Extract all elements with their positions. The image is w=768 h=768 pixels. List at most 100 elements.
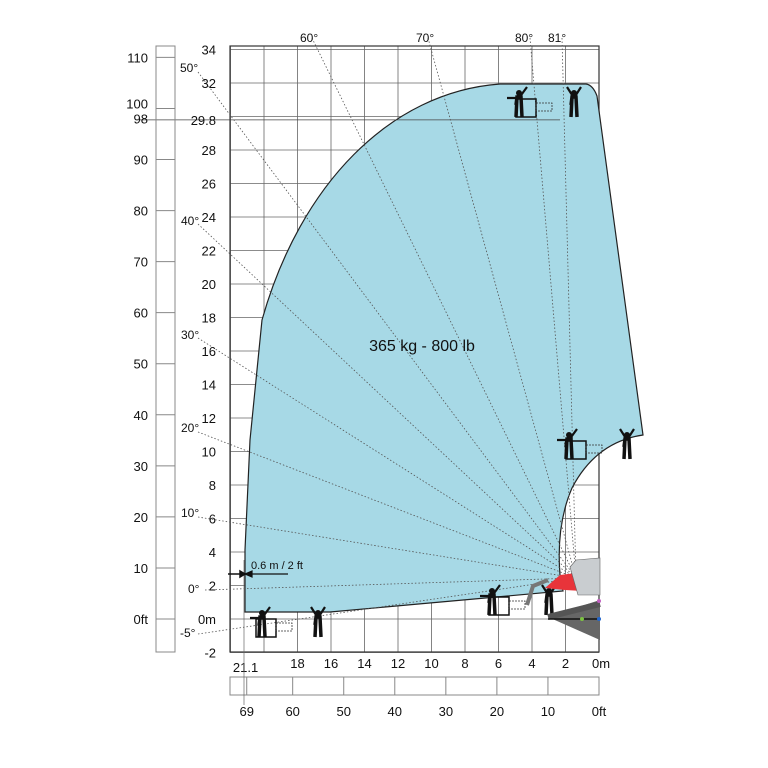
person-arms-icon <box>507 86 528 100</box>
offset-arrow-left <box>228 569 247 579</box>
angle-label: 0° <box>188 582 200 596</box>
person-arms-icon <box>250 606 271 620</box>
y-axis-ft-tick-label: 10 <box>134 561 148 576</box>
y-axis-ft-tick-label: 90 <box>134 153 148 168</box>
ft-scale-bar-bottom <box>229 676 600 696</box>
y-axis-ft-tick-label: 0ft <box>134 612 149 627</box>
angle-label: 81° <box>548 31 566 45</box>
y-axis-m-tick-label: 24 <box>202 210 216 225</box>
x-axis-ft-tick-label: 40 <box>388 704 402 719</box>
load-capacity-label: 365 kg - 800 lb <box>369 338 475 355</box>
angle-line <box>197 516 577 579</box>
angle-label: -5° <box>180 626 196 640</box>
angle-line <box>529 37 577 579</box>
person-arms-icon <box>566 86 582 99</box>
load-envelope <box>244 83 644 613</box>
y-axis-m-tick-label: 18 <box>202 311 216 326</box>
person-arms-icon <box>310 606 326 619</box>
platform-mount-icon <box>508 600 526 610</box>
y-axis-m-tick-label: 0m <box>198 612 216 627</box>
person-icon <box>544 593 554 616</box>
angle-line <box>204 577 577 591</box>
angle-label: 10° <box>181 506 199 520</box>
x-axis-ft-tick-label: 0ft <box>592 704 607 719</box>
ft-scale-bar <box>155 45 176 653</box>
y-axis-m-tick-label: 10 <box>202 445 216 460</box>
y-axis-ft-tick-label: 50 <box>134 357 148 372</box>
angle-line <box>197 431 577 579</box>
offset-dimension-label: 0.6 m / 2 ft <box>251 560 303 572</box>
angle-line <box>197 223 577 579</box>
y-axis-m-tick-label: 29.8 <box>191 113 216 128</box>
y-axis-m-tick-label: 32 <box>202 76 216 91</box>
x-axis-m-tick-label: 10 <box>424 656 438 671</box>
y-axis-ft-tick-label: 30 <box>134 459 148 474</box>
platform-mount-icon <box>535 102 553 112</box>
angle-line <box>197 71 577 579</box>
x-axis-m-tick-label: 16 <box>324 656 338 671</box>
platform-basket-icon <box>488 596 510 616</box>
y-axis-m-tick-label: 4 <box>209 545 216 560</box>
angle-label: 80° <box>515 31 533 45</box>
angle-line <box>197 337 577 579</box>
y-axis-m-tick-label: 22 <box>202 244 216 259</box>
y-axis-m-tick-label: 26 <box>202 177 216 192</box>
angle-label: 30° <box>181 328 199 342</box>
person-arms-icon <box>480 584 501 598</box>
angle-label: 60° <box>300 31 318 45</box>
angle-line <box>311 37 577 579</box>
y-axis-m-tick-label: 12 <box>202 411 216 426</box>
ground-marker <box>597 617 601 621</box>
machine-track-icon <box>547 601 601 620</box>
y-axis-m-tick-label: 14 <box>202 378 216 393</box>
x-axis-m-tick-label: 0m <box>592 656 610 671</box>
y-axis-m-tick-label: 28 <box>202 143 216 158</box>
person-icon <box>622 437 632 460</box>
x-axis-m-tick-label: 4 <box>528 656 535 671</box>
y-axis-m-tick-label: 16 <box>202 344 216 359</box>
ground-marker <box>580 617 584 621</box>
x-axis-m-tick-label: 21.1 <box>233 660 258 675</box>
angle-line <box>427 37 577 579</box>
angle-label: 20° <box>181 421 199 435</box>
angle-line <box>561 37 577 579</box>
x-axis-ft-tick-label: 60 <box>285 704 299 719</box>
y-axis-m-tick-label: -2 <box>204 646 216 661</box>
y-axis-m-tick-label: 20 <box>202 277 216 292</box>
y-axis-m-tick-label: 34 <box>202 43 216 58</box>
person-arms-icon <box>557 428 578 442</box>
angle-label: 70° <box>416 31 434 45</box>
y-axis-m-tick-label: 8 <box>209 478 216 493</box>
person-arms-icon <box>619 428 635 441</box>
x-axis-ft-tick-label: 30 <box>439 704 453 719</box>
offset-arrow-right <box>243 570 288 578</box>
x-axis-m-tick-label: 8 <box>461 656 468 671</box>
y-axis-ft-tick-label: 60 <box>134 306 148 321</box>
machine-arm-icon <box>525 578 549 606</box>
x-axis-ft-tick-label: 20 <box>490 704 504 719</box>
x-axis-ft-tick-label: 69 <box>239 704 253 719</box>
x-axis-m-tick-label: 14 <box>357 656 371 671</box>
y-axis-ft-tick-label: 100 <box>126 96 148 111</box>
y-axis-ft-tick-label: 20 <box>134 510 148 525</box>
y-axis-ft-tick-label: 70 <box>134 255 148 270</box>
person-icon <box>313 615 323 638</box>
x-axis-m-tick-label: 12 <box>391 656 405 671</box>
x-axis-ft-tick-label: 10 <box>541 704 555 719</box>
y-axis-m-tick-label: 2 <box>209 579 216 594</box>
angle-label: 50° <box>180 61 198 75</box>
machine-cab-icon <box>569 557 601 596</box>
x-axis-m-tick-label: 18 <box>290 656 304 671</box>
x-axis-m-tick-label: 2 <box>562 656 569 671</box>
platform-mount-icon <box>275 622 293 632</box>
y-axis-ft-tick-label: 40 <box>134 408 148 423</box>
angle-label: 40° <box>181 214 199 228</box>
x-axis-ft-tick-label: 50 <box>336 704 350 719</box>
y-axis-m-tick-label: 6 <box>209 512 216 527</box>
x-axis-m-tick-label: 6 <box>495 656 502 671</box>
boom-pivot-marker <box>597 599 601 603</box>
y-axis-ft-tick-label: 110 <box>127 50 148 65</box>
person-icon <box>257 615 267 638</box>
y-axis-ft-tick-label: 80 <box>134 204 148 219</box>
